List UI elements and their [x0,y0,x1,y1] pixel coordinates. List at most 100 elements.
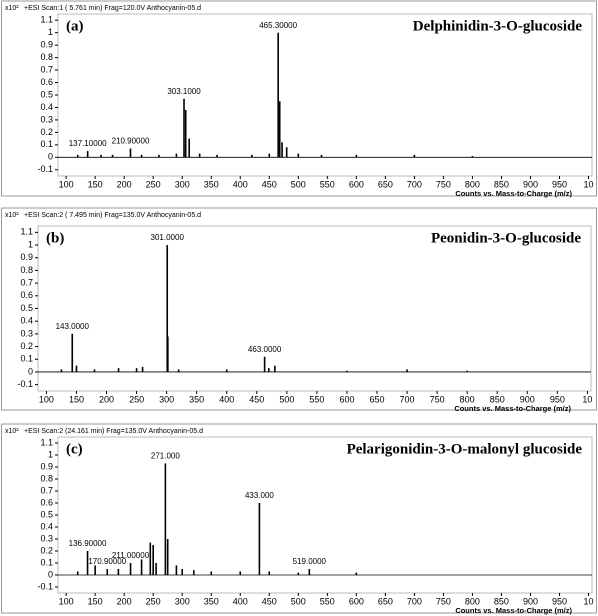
x-tick-label: 10 [584,596,594,606]
x-tick-label: 900 [520,394,535,404]
header: +ESI Scan:2 ( 7.495 min) Frag=135.0V Ant… [24,212,201,219]
y-tick-label: 0.2 [40,545,53,555]
x-tick-label: 200 [99,394,114,404]
x-tick-label: 10 [582,394,592,404]
x-tick-label: 600 [349,179,364,189]
x-tick-label: 200 [117,596,132,606]
panel-border [1,423,597,614]
multiplier: x10² [5,5,19,12]
x-tick-label: 900 [523,596,538,606]
peak-label: 465.30000 [259,21,297,30]
x-tick-label: 850 [490,394,505,404]
peak-label: 211.00000 [112,551,150,560]
x-tick-label: 600 [349,596,364,606]
x-tick-label: 550 [320,179,335,189]
peak-label: 301.0000 [151,233,185,242]
y-tick-label: 0.5 [40,509,53,519]
x-tick-label: 300 [175,179,190,189]
y-tick-label: 1.1 [20,227,33,237]
peak-label: 271.000 [151,452,180,461]
y-tick-label: 0.2 [20,341,33,351]
x-tick-label: 400 [233,596,248,606]
y-tick-label: 0.1 [40,557,53,567]
x-tick-label: 150 [88,179,103,189]
x-tick-label: 350 [204,596,219,606]
x-tick-label: 750 [436,179,451,189]
plot-area [37,225,592,392]
y-tick-label: 0 [28,366,33,376]
peak-label: 519.0000 [293,557,327,566]
multiplier: x10² [5,212,19,219]
x-tick-label: 550 [320,596,335,606]
x-tick-label: 450 [262,179,277,189]
x-tick-label: 750 [436,596,451,606]
y-tick-label: 0.5 [40,89,53,99]
x-tick-label: 850 [494,179,509,189]
y-tick-label: 0.4 [40,102,53,112]
x-tick-label: 950 [550,394,565,404]
peak-label: 463.0000 [248,345,282,354]
y-tick-label: 0.7 [20,277,33,287]
x-tick-label: 800 [460,394,475,404]
x-tick-label: 100 [39,394,54,404]
x-tick-label: 650 [378,179,393,189]
y-tick-label: 0.9 [20,252,33,262]
y-tick-label: 0.8 [40,473,53,483]
x-tick-label: 800 [465,179,480,189]
y-tick-label: 1 [48,449,53,459]
y-tick-label: 0.4 [20,316,33,326]
spectrum: 137.10000 210.90000 303.1000 465.30000 [69,21,474,158]
compound-name: Pelarigonidin-3-O-malonyl glucoside [347,441,583,457]
peak-label: 303.1000 [167,87,201,96]
x-tick-label: 10 [584,179,594,189]
y-tick-label: 1 [28,239,33,249]
peak-label: 210.90000 [112,137,150,146]
panel-border [1,0,597,197]
y-tick-label: 0 [48,152,53,162]
y-tick-label: 0.9 [40,40,53,50]
x-tick-label: 200 [117,179,132,189]
panel-label: (b) [46,230,64,246]
y-tick-label: 0 [48,569,53,579]
x-tick-label: 100 [59,179,74,189]
x-tick-label: 300 [159,394,174,404]
header: +ESI Scan:2 (24.161 min) Frag=135.0V Ant… [24,428,203,435]
x-tick-label: 350 [189,394,204,404]
panel-label: (a) [66,18,84,34]
y-tick-label: 0.6 [20,290,33,300]
x-tick-label: 950 [552,179,567,189]
y-tick-label: -0.1 [37,581,53,591]
y-tick-label: 0.6 [40,77,53,87]
y-tick-label: 1 [48,27,53,37]
y-tick-label: 0.8 [20,265,33,275]
x-tick-label: 700 [400,394,415,404]
x-axis-label: Counts vs. Mass-to-Charge (m/z) [455,189,572,198]
x-tick-label: 150 [69,394,84,404]
x-tick-label: 150 [88,596,103,606]
x-tick-label: 600 [339,394,354,404]
x-tick-label: 250 [146,596,161,606]
y-tick-label: 0.8 [40,52,53,62]
y-tick-label: 0.3 [20,328,33,338]
x-tick-label: 500 [291,596,306,606]
y-tick-label: 0.4 [40,521,53,531]
x-tick-label: 450 [249,394,264,404]
y-tick-label: 0.9 [40,461,53,471]
x-tick-label: 700 [407,596,422,606]
x-tick-label: 650 [378,596,393,606]
y-tick-label: 0.7 [40,64,53,74]
y-tick-label: -0.1 [17,379,33,389]
y-tick-label: 0.7 [40,485,53,495]
plot-area [57,436,593,594]
y-tick-label: 0.1 [40,139,53,149]
y-tick-label: 0.6 [40,497,53,507]
x-tick-label: 650 [369,394,384,404]
plot-area [57,13,593,177]
peak-label: 170.90000 [88,557,126,566]
compound-name: Peonidin-3-O-glucoside [431,230,581,246]
compound-name: Delphinidin-3-O-glucoside [413,18,583,34]
panel-label: (c) [66,441,83,457]
y-tick-label: 1.1 [40,437,53,447]
